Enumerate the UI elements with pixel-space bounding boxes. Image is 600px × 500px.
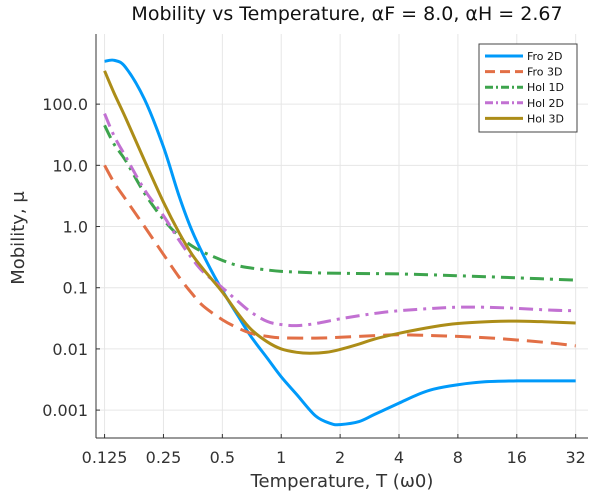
x-tick-label-5: 4 xyxy=(394,448,404,467)
legend-label-hol-2d: Hol 2D xyxy=(527,97,564,110)
x-tick-label-2: 0.5 xyxy=(210,448,235,467)
legend-label-hol-3d: Hol 3D xyxy=(527,112,564,125)
x-tick-label-8: 32 xyxy=(565,448,585,467)
y-tick-label-5: 100.0 xyxy=(42,95,88,114)
series-line-fro-3d xyxy=(103,164,576,348)
legend: Fro 2D Fro 3D Hol 1D Hol 2D Hol 3D xyxy=(478,43,578,133)
y-axis-title: Mobility, μ xyxy=(8,191,29,285)
series-line-fro-2d xyxy=(104,58,576,427)
x-tick-label-6: 8 xyxy=(453,448,463,467)
plot-frame xyxy=(95,34,588,439)
x-tick-label-4: 2 xyxy=(335,448,345,467)
series-lines xyxy=(103,58,576,427)
x-tick-label-0: 0.125 xyxy=(82,448,128,467)
series-line-hol-1d xyxy=(103,124,576,282)
y-tick-label-0: 0.001 xyxy=(42,401,88,420)
x-axis-title: Temperature, T (ω0) xyxy=(250,471,434,492)
x-tick-label-3: 1 xyxy=(276,448,286,467)
y-tick-label-4: 10.0 xyxy=(52,156,88,175)
x-axis-ticks: 0.125 0.25 0.5 1 2 4 8 16 32 xyxy=(82,434,586,467)
legend-label-fro-2d: Fro 2D xyxy=(527,50,563,63)
x-tick-label-7: 16 xyxy=(507,448,527,467)
x-tick-label-1: 0.25 xyxy=(146,448,182,467)
legend-label-hol-1d: Hol 1D xyxy=(527,81,564,94)
y-tick-label-3: 1.0 xyxy=(63,218,88,237)
series-line-hol-3d xyxy=(103,70,576,355)
chart-title: Mobility vs Temperature, αF = 8.0, αH = … xyxy=(131,3,562,25)
y-tick-label-2: 0.1 xyxy=(63,279,88,298)
legend-label-fro-3d: Fro 3D xyxy=(527,66,563,79)
y-tick-label-1: 0.01 xyxy=(52,340,88,359)
y-axis-ticks: 0.001 0.01 0.1 1.0 10.0 100.0 xyxy=(42,95,100,420)
